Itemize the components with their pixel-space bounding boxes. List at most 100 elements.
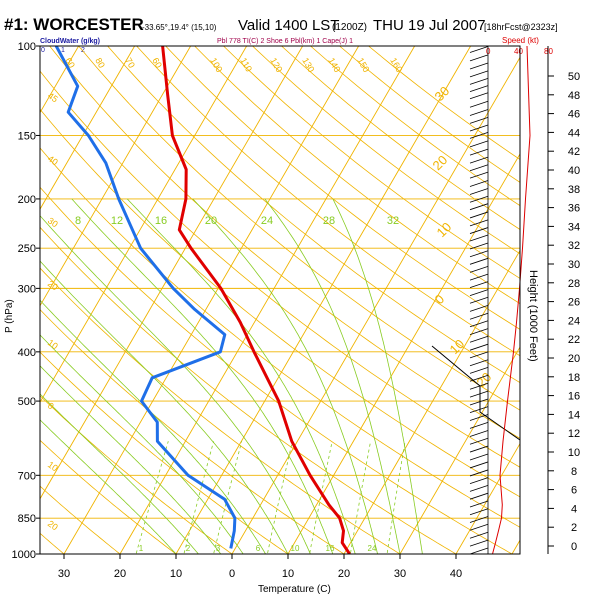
wind-barb [469, 180, 489, 187]
cloud-tick-2: 2 [81, 47, 85, 54]
mixing-ratio-line [386, 441, 406, 554]
wind-barb [469, 414, 489, 421]
wind-barb [469, 382, 489, 390]
mixing-ratio-line [266, 441, 293, 554]
height-tick-label: 36 [568, 203, 580, 215]
wind-barb [469, 62, 489, 70]
height-tick-label: 22 [568, 334, 580, 346]
wind-barb [469, 100, 489, 108]
wind-barb [469, 131, 489, 139]
wind-barb [469, 406, 489, 414]
moist-adiabat-line [192, 198, 378, 554]
wind-barb [469, 257, 489, 265]
moist-adiabat-line [40, 299, 266, 554]
height-tick-label: 42 [568, 146, 580, 158]
dry-adiabat-line [310, 46, 520, 207]
forecast-run: [18hrFcst@2323z] [484, 22, 558, 32]
grid-lines: 1 2 3 6 10 16 248 12 16 20 24 28 3245403020100102060… [40, 46, 520, 554]
mixing-ratio-label: 3 [216, 544, 221, 553]
y-tick-label: 700 [18, 470, 36, 482]
dry-adiabat-line [165, 46, 520, 330]
isotherm-line [287, 153, 520, 554]
y-axis-title: P (hPa) [4, 299, 15, 333]
isotherm-top-label: 110 [238, 56, 254, 73]
wind-speed-line [492, 45, 531, 555]
x-tick-label: 30 [394, 568, 406, 580]
wind-barb [469, 164, 489, 172]
height-tick-label: 8 [571, 466, 577, 478]
wind-barb [469, 195, 489, 203]
y-tick-label: 200 [18, 194, 36, 206]
mixing-ratio-line [213, 441, 243, 554]
isotherm-line [119, 46, 416, 554]
height-tick-label: 46 [568, 109, 580, 121]
y-tick-label: 500 [18, 396, 36, 408]
wind-barb [469, 148, 489, 156]
moist-adiabat-line [40, 365, 222, 554]
dry-adiabat-line [40, 267, 401, 554]
cloud-tick-1: 1 [61, 47, 65, 54]
moist-adiabat-line [40, 334, 244, 554]
moist-adiabat-label: 32 [387, 215, 399, 227]
wind-barb [469, 116, 489, 124]
wind-barb [469, 46, 489, 53]
moist-adiabat-line [264, 198, 401, 554]
x-tick-label: 20 [114, 568, 126, 580]
isotherm-top-label: 80 [93, 56, 107, 70]
moist-adiabat-side-label: 10 [447, 336, 468, 357]
moist-adiabat-line [40, 393, 199, 554]
wind-barb [469, 273, 489, 281]
moist-adiabat-line [40, 260, 289, 554]
wind-barb [469, 328, 489, 336]
moist-adiabat-label: 12 [111, 215, 123, 227]
mixing-ratio-line [309, 441, 333, 554]
moist-adiabat-side-label: 30 [432, 83, 453, 104]
isotherm-line [40, 46, 248, 404]
x-tick-label: 40 [450, 568, 462, 580]
dry-adiabat-line [40, 309, 345, 554]
x-tick-label: 10 [282, 568, 294, 580]
isotherm-side-label: 45 [46, 90, 60, 104]
height-tick-label: 2 [571, 522, 577, 534]
height-tick-label: 14 [568, 409, 580, 421]
wind-barb [469, 227, 489, 234]
isotherm-top-label: 100 [208, 56, 224, 74]
height-tick-label: 50 [568, 71, 580, 83]
wind-barb [469, 156, 489, 164]
wind-barb [469, 77, 489, 85]
isotherm-line [40, 46, 304, 500]
isotherm-side-label: 30 [46, 215, 60, 229]
station-title: #1: WORCESTER [4, 15, 144, 34]
wind-barb [469, 265, 489, 273]
dry-adiabat-line [339, 46, 520, 183]
height-tick-label: 0 [571, 541, 577, 553]
wind-barb [469, 422, 489, 429]
dry-adiabat-line [78, 46, 520, 411]
wind-barb [469, 85, 489, 93]
params-label: Pbl 778 TI(C) 2 Shoe 6 Pbl(km) 1 Cape(J)… [217, 38, 353, 45]
y-tick-label: 250 [18, 243, 36, 255]
wind-barb [469, 539, 489, 547]
wind-barb [469, 523, 489, 531]
cloud-tick-0: 0 [41, 47, 45, 54]
moist-adiabat-label: 28 [323, 215, 335, 227]
series-lines [54, 46, 351, 554]
y-tick-label: 150 [18, 130, 36, 142]
dry-adiabat-line [49, 46, 520, 439]
height-tick-label: 44 [568, 127, 580, 139]
temperature-line [161, 46, 351, 554]
mixing-ratio-label: 16 [326, 544, 335, 553]
moist-adiabat-label: 16 [155, 215, 167, 227]
height-tick-label: 38 [568, 184, 580, 196]
wind-barb [469, 500, 489, 508]
wind-barb [469, 453, 489, 461]
isotherm-top-label: 160 [388, 56, 404, 74]
moist-adiabat-line [126, 198, 356, 554]
plot-frame [39, 45, 521, 555]
isotherm-line [63, 46, 360, 554]
moist-adiabat-line [40, 215, 311, 554]
forecast-date: THU 19 Jul 2007 [373, 17, 486, 34]
dry-adiabat-line [40, 226, 457, 554]
height-tick-label: 16 [568, 391, 580, 403]
